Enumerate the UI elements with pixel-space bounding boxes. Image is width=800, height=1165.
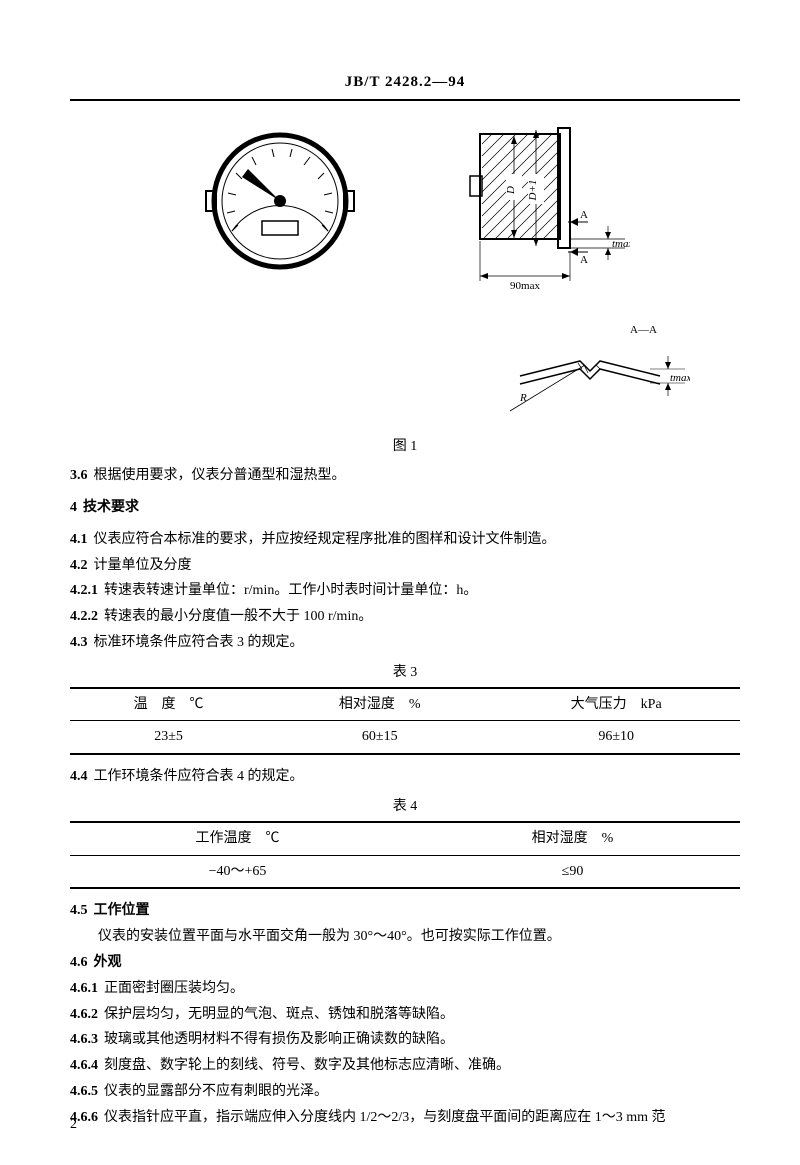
svg-text:tmax: tmax bbox=[612, 238, 630, 250]
gauge-front-view bbox=[200, 121, 360, 281]
table-row: 23±5 60±15 96±10 bbox=[70, 721, 740, 754]
table-row: −40～+65 ≤90 bbox=[70, 855, 740, 888]
svg-text:A: A bbox=[580, 254, 588, 266]
svg-text:R: R bbox=[519, 392, 527, 404]
page-number: 2 bbox=[70, 1113, 77, 1137]
table-4: 工作温度 ℃ 相对湿度 % −40～+65 ≤90 bbox=[70, 821, 740, 890]
standard-code: JB/T 2428.2—94 bbox=[70, 70, 740, 96]
figure-1-caption: 图 1 bbox=[70, 435, 740, 459]
clause-4-6-2: 4.6.2保护层均匀，无明显的气泡、斑点、锈蚀和脱落等缺陷。 bbox=[70, 1003, 740, 1027]
clause-4-6-1: 4.6.1正面密封圈压装均匀。 bbox=[70, 977, 740, 1001]
svg-text:D: D bbox=[505, 185, 517, 194]
clause-4-1: 4.1仪表应符合本标准的要求，并应按经规定程序批准的图样和设计文件制造。 bbox=[70, 528, 740, 552]
svg-text:90max: 90max bbox=[510, 280, 540, 292]
section-a-a: A—A R tmax bbox=[490, 321, 690, 421]
svg-text:A—A: A—A bbox=[630, 324, 657, 336]
table-4-caption: 表 4 bbox=[70, 795, 740, 819]
table-3: 温 度 ℃ 相对湿度 % 大气压力 kPa 23±5 60±15 96±10 bbox=[70, 687, 740, 756]
svg-text:D+1: D+1 bbox=[527, 179, 539, 201]
clause-4-6-3: 4.6.3玻璃或其他透明材料不得有损伤及影响正确读数的缺陷。 bbox=[70, 1028, 740, 1052]
figure-1: D D+1 A A tmax bbox=[70, 121, 740, 431]
clause-3-6: 3.6根据使用要求，仪表分普通型和湿热型。 bbox=[70, 464, 740, 488]
table-header: 相对湿度 % bbox=[405, 822, 740, 855]
clause-4-4: 4.4工作环境条件应符合表 4 的规定。 bbox=[70, 765, 740, 789]
table-row: 温 度 ℃ 相对湿度 % 大气压力 kPa bbox=[70, 688, 740, 721]
section-4-heading: 4技术要求 bbox=[70, 496, 740, 520]
table-row: 工作温度 ℃ 相对湿度 % bbox=[70, 822, 740, 855]
clause-4-5-head: 4.5工作位置 bbox=[70, 899, 740, 923]
gauge-side-view: D D+1 A A tmax bbox=[430, 126, 630, 306]
table-header: 工作温度 ℃ bbox=[70, 822, 405, 855]
clause-4-2-1: 4.2.1转速表转速计量单位：r/min。工作小时表时间计量单位：h。 bbox=[70, 579, 740, 603]
clause-4-5-text: 仪表的安装位置平面与水平面交角一般为 30°～40°。也可按实际工作位置。 bbox=[70, 925, 740, 949]
clause-4-6-6: 4.6.6仪表指针应平直，指示端应伸入分度线内 1/2～2/3，与刻度盘平面间的… bbox=[70, 1106, 740, 1130]
clause-4-3: 4.3标准环境条件应符合表 3 的规定。 bbox=[70, 631, 740, 655]
table-header: 温 度 ℃ bbox=[70, 688, 267, 721]
clause-4-2: 4.2计量单位及分度 bbox=[70, 554, 740, 578]
clause-4-6-head: 4.6外观 bbox=[70, 951, 740, 975]
table-header: 相对湿度 % bbox=[267, 688, 492, 721]
table-3-caption: 表 3 bbox=[70, 661, 740, 685]
clause-4-2-2: 4.2.2转速表的最小分度值一般不大于 100 r/min。 bbox=[70, 605, 740, 629]
header-rule bbox=[70, 99, 740, 101]
clause-4-6-5: 4.6.5仪表的显露部分不应有刺眼的光泽。 bbox=[70, 1080, 740, 1104]
clause-4-6-4: 4.6.4刻度盘、数字轮上的刻线、符号、数字及其他标志应清晰、准确。 bbox=[70, 1054, 740, 1078]
table-header: 大气压力 kPa bbox=[492, 688, 740, 721]
svg-text:A: A bbox=[580, 209, 588, 221]
svg-text:tmax: tmax bbox=[670, 372, 690, 384]
